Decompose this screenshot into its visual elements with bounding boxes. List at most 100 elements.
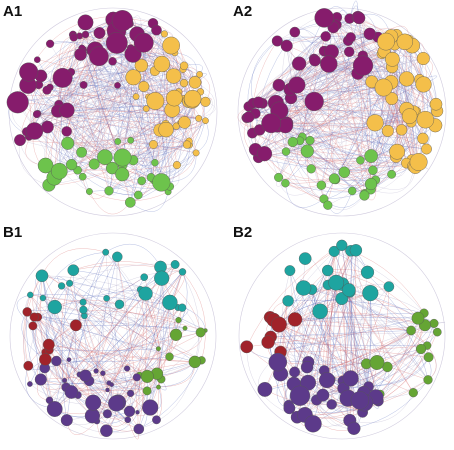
network-edge bbox=[277, 35, 350, 52]
network-edge bbox=[298, 63, 365, 196]
network-node-purple-magenta bbox=[108, 57, 117, 66]
network-edge bbox=[344, 98, 393, 173]
network-node-purple-magenta bbox=[34, 56, 41, 64]
network-node-olive-green bbox=[423, 375, 433, 385]
network-node-yellow bbox=[416, 110, 435, 129]
network-node-green bbox=[125, 197, 136, 208]
network-edge bbox=[252, 132, 328, 206]
network-node-olive-green bbox=[369, 355, 385, 370]
network-node-purple-magenta bbox=[25, 122, 44, 140]
panel-label-a2: A2 bbox=[233, 3, 252, 20]
network-edge bbox=[341, 245, 388, 367]
network-edge bbox=[290, 89, 437, 105]
network-edge bbox=[61, 285, 158, 374]
network-edge bbox=[324, 17, 392, 175]
network-node-green bbox=[281, 147, 291, 156]
network-node-green bbox=[305, 135, 315, 145]
network-node-dark-purple bbox=[316, 388, 330, 402]
network-node-dark-purple bbox=[257, 381, 273, 397]
network-node-teal bbox=[336, 239, 348, 251]
network-edge bbox=[333, 27, 345, 173]
network-edge bbox=[270, 330, 412, 338]
network-edge bbox=[348, 40, 437, 105]
network-edge bbox=[323, 155, 372, 200]
network-edge bbox=[60, 74, 188, 145]
network-node-yellow bbox=[421, 143, 432, 155]
network-node-purple-magenta bbox=[89, 46, 109, 67]
network-edge bbox=[47, 75, 174, 128]
network-node-teal bbox=[341, 283, 356, 297]
network-edge bbox=[349, 392, 414, 424]
network-node-dark-purple bbox=[135, 410, 140, 415]
network-edge bbox=[255, 84, 424, 150]
network-edge bbox=[61, 283, 70, 421]
network-node-purple-magenta bbox=[59, 102, 75, 119]
network-node-teal bbox=[170, 260, 180, 269]
network-edge bbox=[70, 72, 106, 158]
network-edge bbox=[28, 285, 62, 366]
network-edge bbox=[66, 131, 131, 141]
network-node-green bbox=[37, 157, 54, 174]
network-node-dark-red bbox=[28, 321, 38, 331]
network-edge bbox=[292, 60, 316, 143]
network-edge bbox=[336, 24, 407, 110]
network-edge bbox=[352, 98, 393, 192]
network-edge bbox=[107, 278, 162, 391]
network-edge bbox=[321, 73, 359, 186]
network-edge bbox=[279, 110, 412, 123]
network-edge bbox=[258, 51, 385, 103]
network-node-dark-purple bbox=[46, 401, 63, 417]
network-edge bbox=[311, 115, 410, 170]
network-node-yellow bbox=[153, 55, 171, 73]
network-node-dark-purple bbox=[127, 389, 135, 398]
network-node-purple-magenta bbox=[79, 81, 88, 89]
network-edge bbox=[285, 151, 324, 200]
network-node-dark-purple bbox=[342, 370, 359, 387]
network-edge bbox=[68, 332, 201, 360]
network-node-green bbox=[300, 144, 314, 158]
network-node-yellow bbox=[429, 97, 443, 111]
network-node-olive-green bbox=[182, 325, 188, 331]
network-node-dark-purple bbox=[66, 357, 72, 362]
network-edge bbox=[285, 108, 407, 152]
network-edge bbox=[47, 126, 139, 196]
network-edge bbox=[289, 91, 371, 190]
network-node-purple-magenta bbox=[77, 14, 94, 31]
panel-label-b1: B1 bbox=[3, 224, 22, 241]
network-node-dark-red bbox=[22, 307, 32, 317]
network-edge bbox=[321, 174, 392, 192]
network-node-teal bbox=[328, 245, 340, 257]
network-node-yellow bbox=[415, 76, 432, 93]
network-node-teal bbox=[360, 265, 375, 279]
network-edge bbox=[77, 360, 202, 396]
network-edge bbox=[326, 318, 419, 381]
network-edge bbox=[62, 77, 179, 92]
network-edge bbox=[277, 125, 414, 167]
network-node-green bbox=[356, 156, 365, 165]
network-edge bbox=[311, 289, 361, 404]
panel-label-b2: B2 bbox=[233, 224, 252, 241]
network-node-dark-purple bbox=[34, 373, 47, 386]
network-edge bbox=[255, 113, 312, 170]
network-edge bbox=[19, 139, 190, 145]
network-node-olive-green bbox=[423, 352, 434, 363]
network-edge bbox=[334, 251, 425, 314]
network-node-dark-purple bbox=[319, 372, 336, 389]
network-edge bbox=[80, 54, 139, 196]
network-edge bbox=[154, 104, 195, 163]
network-edge bbox=[258, 59, 393, 158]
network-edge bbox=[285, 151, 414, 167]
network-node-purple-magenta bbox=[272, 78, 286, 92]
network-node-green bbox=[76, 146, 88, 158]
network-edge bbox=[348, 289, 425, 314]
network-edge bbox=[30, 294, 206, 331]
network-node-yellow bbox=[374, 78, 393, 97]
network-node-yellow bbox=[377, 32, 395, 51]
network-edge bbox=[117, 256, 138, 413]
network-edge bbox=[106, 298, 158, 374]
network-edge bbox=[299, 63, 424, 139]
network-edge bbox=[58, 34, 86, 105]
network-edge bbox=[285, 73, 359, 184]
network-node-yellow bbox=[381, 124, 394, 137]
network-edge bbox=[258, 110, 415, 158]
